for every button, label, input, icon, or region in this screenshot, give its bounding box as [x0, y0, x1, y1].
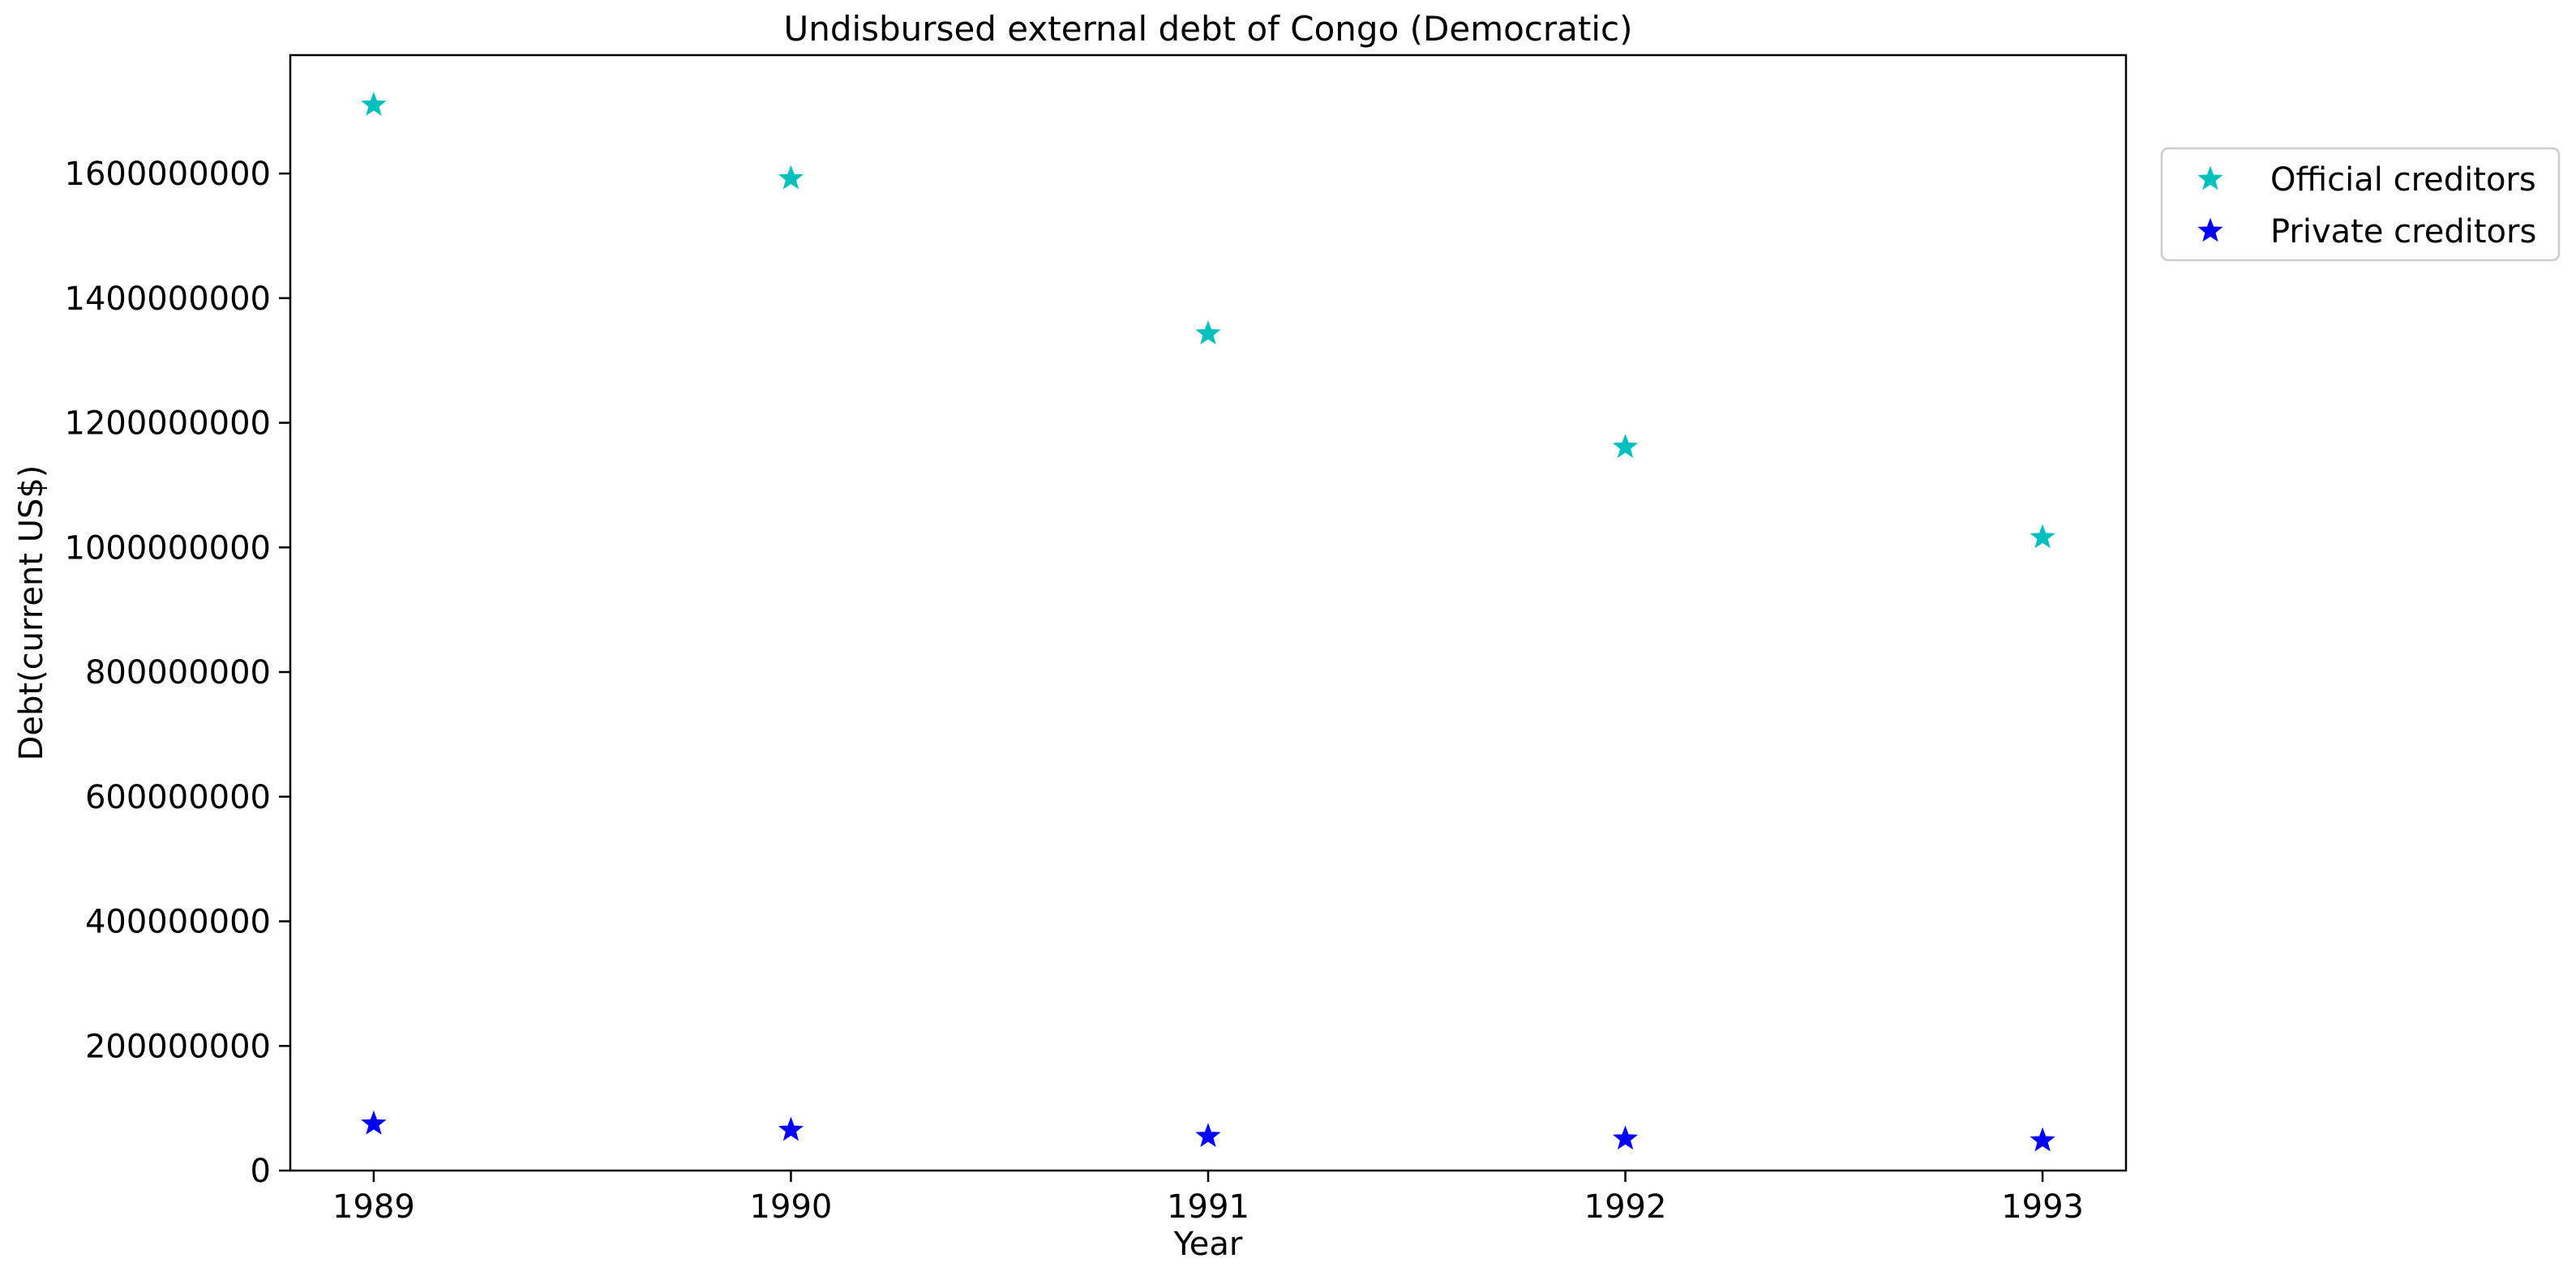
y-tick-label: 1600000000 — [65, 156, 272, 193]
y-tick-label: 600000000 — [85, 779, 271, 816]
y-tick-label: 1400000000 — [65, 280, 272, 318]
x-axis-label: Year — [1173, 1226, 1243, 1263]
x-axis-ticks: 1989 1990 1991 1992 1993 — [332, 1171, 2084, 1226]
y-tick-label: 800000000 — [85, 654, 271, 691]
x-tick-label: 1990 — [750, 1188, 833, 1226]
x-tick-label: 1991 — [1167, 1188, 1249, 1226]
data-point-official-creditors — [1195, 320, 1221, 345]
data-point-private-creditors — [1612, 1125, 1639, 1150]
data-point-official-creditors — [1612, 434, 1639, 458]
y-tick-label: 200000000 — [85, 1028, 271, 1065]
legend-box — [2160, 147, 2561, 262]
plot-area-frame — [289, 54, 2128, 1172]
legend-marker-official-creditors — [2197, 165, 2223, 191]
y-tick-label: 1200000000 — [65, 405, 272, 443]
y-axis-ticks: 0 200000000 400000000 600000000 800000000 100… — [65, 156, 290, 1190]
x-tick-label: 1993 — [2001, 1188, 2084, 1226]
x-tick-label: 1992 — [1584, 1188, 1667, 1226]
data-point-official-creditors — [778, 165, 804, 190]
y-tick-label: 400000000 — [85, 904, 271, 941]
y-tick-label: 1000000000 — [65, 529, 272, 567]
legend-marker-private-creditors — [2197, 217, 2223, 242]
legend-label-official-creditors: Official creditors — [2270, 161, 2536, 199]
data-point-private-creditors — [778, 1116, 804, 1141]
chart-title: Undisbursed external debt of Congo (Demo… — [783, 9, 1632, 49]
data-point-private-creditors — [2030, 1127, 2055, 1152]
x-tick-label: 1989 — [332, 1188, 415, 1226]
legend-entries: Official creditors Private creditors — [2197, 161, 2536, 250]
y-axis-label: Debt(current US$) — [13, 465, 50, 761]
y-tick-label: 0 — [251, 1153, 271, 1190]
data-point-official-creditors — [2030, 524, 2055, 549]
legend-label-private-creditors: Private creditors — [2270, 213, 2536, 250]
legend: Official creditors Private creditors — [2160, 147, 2561, 262]
data-point-official-creditors — [361, 92, 387, 116]
series-points — [361, 92, 2055, 1152]
data-point-private-creditors — [1195, 1123, 1221, 1148]
data-point-private-creditors — [361, 1110, 387, 1135]
